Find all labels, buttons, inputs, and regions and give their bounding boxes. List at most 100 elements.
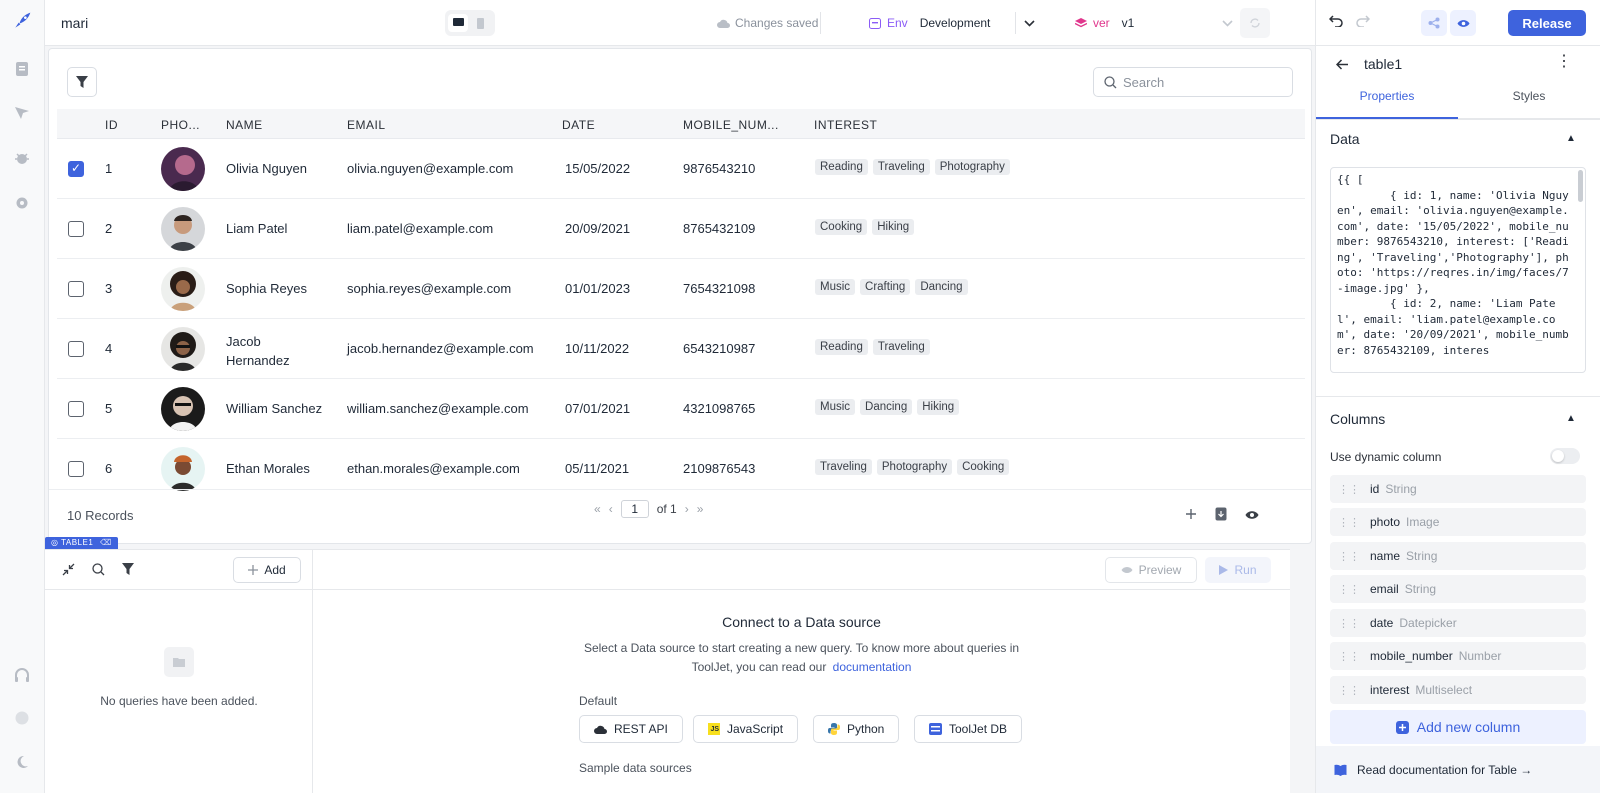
collapse-caret-icon[interactable]: ▲ — [1566, 413, 1576, 424]
column-header-interest[interactable]: INTEREST — [814, 118, 878, 132]
add-row-button[interactable] — [1185, 508, 1197, 523]
mobile-view-button[interactable] — [470, 14, 490, 32]
interest-tag: Photography — [876, 459, 953, 475]
column-item[interactable]: ⋮⋮ name String — [1330, 542, 1586, 570]
add-new-column-button[interactable]: Add new column — [1330, 710, 1586, 744]
column-header-photo[interactable]: PHO... — [161, 118, 201, 132]
datasource-javascript-button[interactable]: JS JavaScript — [693, 715, 799, 743]
table-widget[interactable]: Search ID PHO... NAME EMAIL DATE MOBILE_… — [48, 48, 1312, 544]
preview-query-button[interactable]: Preview — [1105, 557, 1197, 583]
next-page-icon[interactable]: › — [684, 502, 689, 516]
last-page-icon[interactable]: » — [696, 502, 704, 516]
drag-handle-icon[interactable]: ⋮⋮ — [1338, 617, 1360, 630]
column-header-email[interactable]: EMAIL — [347, 118, 386, 132]
tooljet-logo-icon[interactable] — [12, 11, 32, 31]
ver-label: ver — [1093, 16, 1110, 30]
back-button[interactable] — [1335, 58, 1349, 73]
delete-widget-icon[interactable]: ⌫ — [100, 538, 112, 547]
page-number-input[interactable]: 1 — [620, 500, 649, 518]
row-checkbox[interactable] — [68, 461, 84, 477]
tab-properties[interactable]: Properties — [1316, 89, 1458, 119]
undo-button[interactable] — [1328, 15, 1343, 30]
chat-icon[interactable] — [12, 708, 32, 728]
drag-handle-icon[interactable]: ⋮⋮ — [1338, 650, 1360, 663]
datasource-restapi-button[interactable]: REST API — [579, 715, 683, 743]
datasource-tooljetdb-button[interactable]: ToolJet DB — [914, 715, 1023, 743]
row-checkbox[interactable] — [68, 341, 84, 357]
collapse-panel-button[interactable] — [62, 563, 75, 579]
tab-styles[interactable]: Styles — [1458, 89, 1600, 119]
redo-button[interactable] — [1356, 15, 1371, 30]
avatar — [161, 267, 205, 311]
table-filter-button[interactable] — [67, 67, 97, 97]
release-button[interactable]: Release — [1508, 10, 1586, 36]
row-checkbox[interactable] — [68, 281, 84, 297]
drag-handle-icon[interactable]: ⋮⋮ — [1338, 516, 1360, 529]
documentation-link[interactable]: documentation — [832, 660, 912, 674]
cloud-icon — [594, 725, 607, 734]
drag-handle-icon[interactable]: ⋮⋮ — [1338, 550, 1360, 563]
drag-handle-icon[interactable]: ⋮⋮ — [1338, 684, 1360, 697]
drag-handle-icon[interactable]: ⋮⋮ — [1338, 483, 1360, 496]
interest-tag: Cooking — [815, 219, 868, 235]
inspector-icon[interactable] — [12, 103, 32, 123]
more-options-icon[interactable]: ⋮ — [1556, 53, 1572, 70]
sample-sources-label: Sample data sources — [579, 761, 692, 775]
table-search-input[interactable]: Search — [1093, 67, 1293, 97]
datasource-python-button[interactable]: Python — [813, 715, 900, 743]
search-queries-button[interactable] — [92, 563, 105, 579]
run-query-button[interactable]: Run — [1205, 557, 1271, 583]
sync-button[interactable] — [1240, 8, 1270, 38]
collapse-caret-icon[interactable]: ▲ — [1566, 133, 1576, 144]
table-row[interactable]: 5 William Sanchez william.sanchez@exampl… — [57, 379, 1305, 439]
column-header-name[interactable]: NAME — [226, 118, 263, 132]
column-item[interactable]: ⋮⋮ email String — [1330, 575, 1586, 603]
interest-tags: Reading Traveling — [815, 339, 930, 355]
support-headset-icon[interactable] — [12, 666, 32, 686]
table-row[interactable]: ✓ 1 Olivia Nguyen olivia.nguyen@example.… — [57, 139, 1305, 199]
cell-mobile: 8765432109 — [683, 221, 756, 236]
debugger-icon[interactable] — [12, 148, 32, 168]
add-query-button[interactable]: Add — [233, 557, 301, 583]
drag-handle-icon[interactable]: ⋮⋮ — [1338, 583, 1360, 596]
column-item[interactable]: ⋮⋮ id String — [1330, 475, 1586, 503]
filter-queries-button[interactable] — [122, 563, 134, 578]
table-row[interactable]: 3 Sophia Reyes sophia.reyes@example.com … — [57, 259, 1305, 319]
settings-gear-icon[interactable] — [12, 193, 32, 213]
table-header-row: ID PHO... NAME EMAIL DATE MOBILE_NUM... … — [57, 109, 1305, 139]
table-row[interactable]: 2 Liam Patel liam.patel@example.com 20/0… — [57, 199, 1305, 259]
desktop-view-button[interactable] — [448, 14, 468, 32]
code-scrollbar[interactable] — [1578, 170, 1583, 202]
dynamic-column-toggle[interactable] — [1550, 448, 1580, 464]
row-checkbox[interactable]: ✓ — [68, 161, 84, 177]
column-item-type: Image — [1406, 515, 1440, 529]
environment-select[interactable]: Env Development — [869, 16, 1035, 30]
column-item[interactable]: ⋮⋮ interest Multiselect — [1330, 676, 1586, 704]
row-checkbox[interactable] — [68, 401, 84, 417]
prev-page-icon[interactable]: ‹ — [608, 502, 613, 516]
dark-mode-moon-icon[interactable] — [12, 752, 32, 772]
preview-app-button[interactable] — [1450, 10, 1476, 36]
column-item[interactable]: ⋮⋮ date Datepicker — [1330, 609, 1586, 637]
download-button[interactable] — [1215, 507, 1227, 524]
column-header-id[interactable]: ID — [105, 118, 118, 132]
column-header-date[interactable]: DATE — [562, 118, 596, 132]
component-name[interactable]: table1 — [1364, 56, 1403, 72]
first-page-icon[interactable]: « — [594, 502, 601, 516]
table-row[interactable]: 6 Ethan Morales ethan.morales@example.co… — [57, 439, 1305, 499]
app-name[interactable]: mari — [61, 15, 89, 31]
column-header-mobile[interactable]: MOBILE_NUM... — [683, 118, 779, 132]
version-select[interactable]: ver v1 — [1075, 16, 1233, 30]
share-button[interactable] — [1421, 10, 1447, 36]
column-item[interactable]: ⋮⋮ photo Image — [1330, 508, 1586, 536]
widget-name-label[interactable]: ◎ TABLE1 ⌫ — [45, 537, 118, 549]
column-item[interactable]: ⋮⋮ mobile_number Number — [1330, 642, 1586, 670]
row-checkbox[interactable] — [68, 221, 84, 237]
pages-icon[interactable] — [12, 59, 32, 79]
table-row[interactable]: 4 Jacob Hernandez jacob.hernandez@exampl… — [57, 319, 1305, 379]
data-code-editor[interactable]: {{ [ { id: 1, name: 'Olivia Nguyen', ema… — [1330, 167, 1586, 373]
widget-name: TABLE1 — [61, 538, 94, 547]
avatar — [161, 327, 205, 371]
column-visibility-button[interactable] — [1245, 508, 1259, 523]
read-documentation-link[interactable]: Read documentation for Table → — [1316, 746, 1600, 793]
